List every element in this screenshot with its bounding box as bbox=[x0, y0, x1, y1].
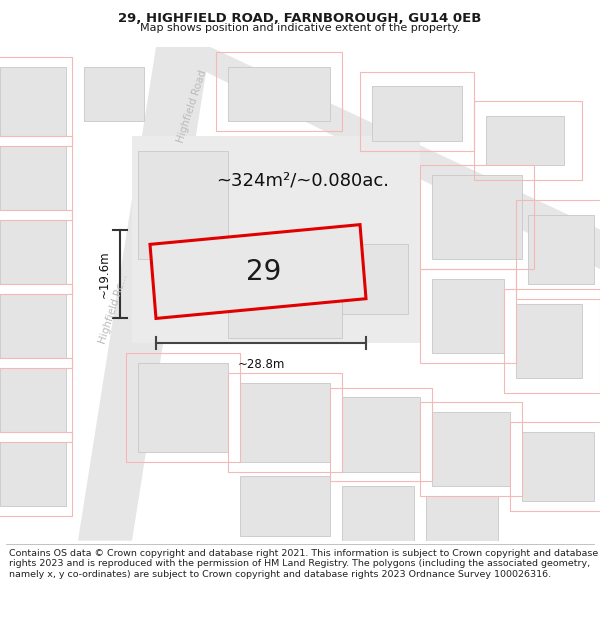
Polygon shape bbox=[0, 146, 66, 210]
Polygon shape bbox=[228, 259, 342, 338]
Polygon shape bbox=[432, 175, 522, 259]
Polygon shape bbox=[138, 151, 228, 259]
Polygon shape bbox=[372, 86, 462, 141]
Text: 29: 29 bbox=[247, 258, 281, 286]
Polygon shape bbox=[240, 476, 330, 536]
Polygon shape bbox=[228, 67, 330, 121]
Polygon shape bbox=[0, 368, 66, 432]
Polygon shape bbox=[486, 116, 564, 166]
Polygon shape bbox=[84, 67, 144, 121]
Polygon shape bbox=[432, 412, 510, 486]
Polygon shape bbox=[342, 486, 414, 541]
Text: 29, HIGHFIELD ROAD, FARNBOROUGH, GU14 0EB: 29, HIGHFIELD ROAD, FARNBOROUGH, GU14 0E… bbox=[118, 12, 482, 25]
Text: ~324m²/~0.080ac.: ~324m²/~0.080ac. bbox=[216, 171, 389, 189]
Text: Highfield Rc...: Highfield Rc... bbox=[98, 272, 130, 345]
Polygon shape bbox=[432, 279, 504, 353]
Text: Contains OS data © Crown copyright and database right 2021. This information is : Contains OS data © Crown copyright and d… bbox=[9, 549, 598, 579]
Polygon shape bbox=[156, 47, 600, 269]
Polygon shape bbox=[138, 363, 228, 452]
Polygon shape bbox=[132, 136, 420, 343]
Polygon shape bbox=[78, 47, 210, 541]
Text: Map shows position and indicative extent of the property.: Map shows position and indicative extent… bbox=[140, 22, 460, 32]
Polygon shape bbox=[0, 294, 66, 358]
Polygon shape bbox=[528, 215, 594, 284]
Text: ~28.8m: ~28.8m bbox=[238, 358, 284, 371]
Polygon shape bbox=[0, 67, 66, 136]
Polygon shape bbox=[522, 432, 594, 501]
Text: Highfield Road: Highfield Road bbox=[176, 69, 208, 144]
Polygon shape bbox=[516, 304, 582, 378]
Text: ~19.6m: ~19.6m bbox=[98, 250, 111, 298]
Polygon shape bbox=[0, 442, 66, 506]
Polygon shape bbox=[240, 382, 330, 462]
Polygon shape bbox=[426, 496, 498, 541]
Polygon shape bbox=[342, 244, 408, 314]
Polygon shape bbox=[342, 398, 420, 471]
Polygon shape bbox=[150, 224, 366, 318]
Polygon shape bbox=[0, 219, 66, 284]
